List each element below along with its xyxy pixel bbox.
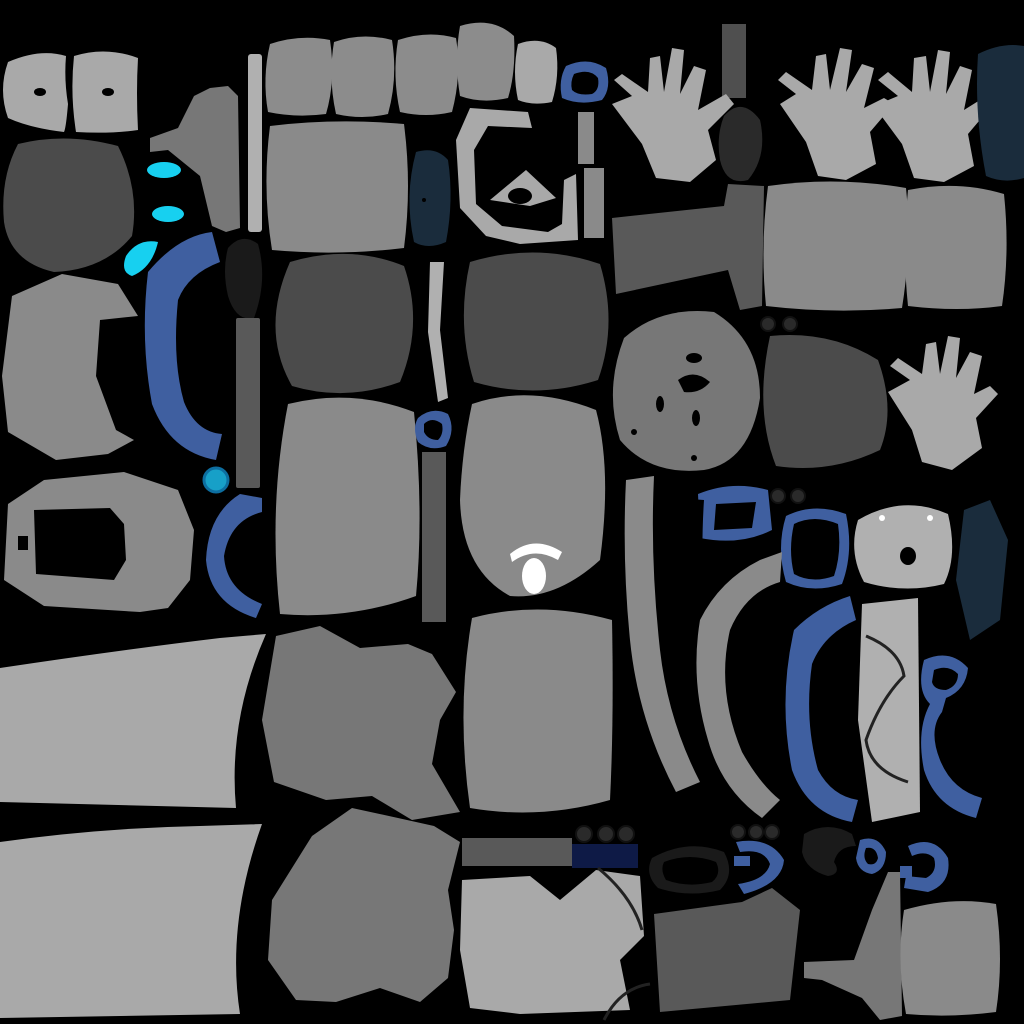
ear-pieces xyxy=(3,51,138,133)
navy-panel-right xyxy=(977,45,1024,181)
back-panel xyxy=(463,609,613,813)
navy-bar-bottom xyxy=(572,844,638,868)
bone-shape-lower xyxy=(804,872,902,1020)
leg-strip-with-cable xyxy=(858,598,920,822)
chest-panel-a xyxy=(763,181,909,311)
round-panel-dark-a xyxy=(275,253,414,394)
leg-panel-top-left xyxy=(0,634,266,808)
thin-strip-mid xyxy=(236,318,260,488)
blue-arc-right xyxy=(785,596,858,822)
navy-oval-panel xyxy=(409,150,451,246)
dark-teardrop xyxy=(225,238,263,319)
curved-strip-b xyxy=(675,498,746,802)
blue-ring-oval xyxy=(781,508,850,589)
cyan-ring-dot xyxy=(202,466,230,494)
blue-ring-stem xyxy=(415,410,452,449)
hand-middle xyxy=(778,48,894,180)
dark-blob-upper xyxy=(718,106,763,182)
hand-right xyxy=(874,50,990,182)
thin-arc-strip xyxy=(428,262,448,402)
visor-frame xyxy=(456,108,578,244)
curved-strip-gray-c xyxy=(696,552,782,818)
torso-lower-dark xyxy=(654,888,800,1012)
thin-strip-top-2 xyxy=(722,24,746,98)
blue-arc-left xyxy=(144,232,222,460)
torso-panel-right xyxy=(612,184,764,310)
blue-ring-rect xyxy=(698,485,772,541)
rivets-dark-d xyxy=(730,824,780,840)
dark-ring-bottom xyxy=(649,846,730,894)
arm-panel-dark-b xyxy=(268,808,460,1002)
hand-lower xyxy=(888,336,998,470)
navy-oval-dot xyxy=(422,198,426,202)
helmet-panel xyxy=(612,311,760,471)
finger-segments-row xyxy=(265,22,558,117)
chest-panel-b xyxy=(905,185,1007,309)
navy-panel-side xyxy=(956,500,1008,640)
head-back-dark xyxy=(763,335,888,468)
thin-strip-top xyxy=(248,54,262,232)
gray-bar-bottom xyxy=(462,838,572,866)
cyan-highlights xyxy=(124,162,184,276)
leg-panel-bottom-left xyxy=(0,824,262,1018)
curved-strip-a xyxy=(624,476,700,792)
mask-panel xyxy=(854,505,953,589)
blue-ring-small xyxy=(560,61,609,103)
hand-left xyxy=(612,48,734,182)
face-panel-gray xyxy=(266,121,408,253)
blue-hook-small xyxy=(900,842,949,892)
blue-c-clip xyxy=(206,494,262,618)
pelvis-piece xyxy=(2,274,138,460)
rivets-dark-a xyxy=(760,316,798,332)
rivets-dark-b xyxy=(770,488,806,504)
bone-shape-gray xyxy=(150,86,240,232)
thin-strip-stem xyxy=(422,452,446,622)
frame-piece-large xyxy=(4,472,194,612)
pelvis-panel-bottom xyxy=(460,870,644,1014)
frame-notch xyxy=(18,536,28,550)
cable-line-bottom xyxy=(597,866,651,1021)
small-strips-visor xyxy=(578,112,604,238)
panel-bottom-right xyxy=(900,901,1000,1016)
torso-panel-mid xyxy=(275,397,420,616)
round-panel-dark-b xyxy=(463,252,609,391)
head-side-dark xyxy=(3,138,135,272)
blue-c-clip-small xyxy=(734,840,784,894)
blue-hook-clip xyxy=(921,655,982,818)
blue-ring-small-b xyxy=(856,838,886,874)
face-panel xyxy=(460,395,606,597)
rivets-dark-c xyxy=(575,825,635,843)
arm-panel-dark-a xyxy=(262,626,460,820)
dark-crescent xyxy=(802,827,856,876)
